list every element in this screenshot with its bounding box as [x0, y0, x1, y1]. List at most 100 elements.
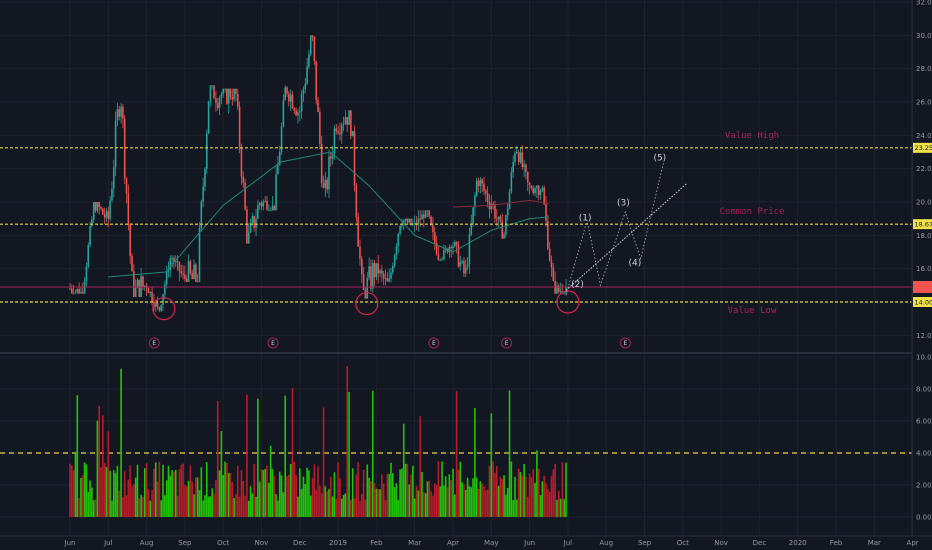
- candle-body: [289, 94, 292, 102]
- candle-body: [251, 216, 254, 224]
- volume-bar: [295, 475, 297, 517]
- volume-bar: [269, 445, 272, 517]
- candle-body: [536, 185, 538, 189]
- candle-body: [299, 111, 301, 113]
- volume-bar: [550, 475, 553, 517]
- candle-body: [481, 179, 483, 184]
- candle-body: [348, 110, 350, 125]
- candle-body: [202, 186, 204, 202]
- earnings-marker-label: E: [432, 340, 436, 347]
- volume-bars: [69, 366, 567, 517]
- time-tick-label: Oct: [217, 539, 229, 547]
- volume-bar: [495, 466, 498, 517]
- volume-bar: [477, 488, 480, 517]
- volume-bar: [315, 489, 318, 517]
- volume-bar: [536, 450, 538, 517]
- candle-body: [486, 193, 489, 202]
- bottom-circle[interactable]: [355, 292, 379, 316]
- candle-body: [187, 261, 190, 282]
- candle-body: [330, 156, 332, 159]
- volume-bar: [421, 471, 423, 517]
- candle-body: [328, 156, 330, 190]
- candle-body: [364, 290, 367, 299]
- candle-body: [448, 247, 451, 253]
- candle-body: [109, 200, 111, 219]
- candle-body: [525, 164, 527, 172]
- earnings-marker[interactable]: [428, 337, 440, 349]
- volume-bar: [176, 495, 179, 517]
- candle-body: [176, 261, 179, 263]
- volume-bar: [275, 494, 277, 517]
- candle-body: [78, 289, 80, 294]
- candle-body: [315, 60, 318, 101]
- candle-body: [428, 210, 431, 217]
- volume-bar: [361, 493, 363, 517]
- candle-body: [370, 266, 372, 289]
- volume-bar: [426, 481, 429, 517]
- volume-bar: [140, 494, 142, 517]
- volume-bar: [359, 500, 361, 517]
- volume-bar: [319, 485, 321, 517]
- volume-bar: [508, 390, 511, 517]
- volume-bar: [173, 471, 175, 517]
- candle-body: [485, 190, 487, 194]
- candle-body: [162, 294, 164, 305]
- time-axis[interactable]: Jun Jul Aug Sep Oct Nov Dec 2019 Feb Mar Apr May Jun…: [64, 539, 919, 547]
- volume-bar: [384, 500, 387, 517]
- volume-tick-label: 4.00: [916, 450, 932, 458]
- earnings-marker[interactable]: [267, 337, 279, 349]
- candle-body: [311, 35, 314, 37]
- candle-body: [198, 228, 201, 282]
- candle-body: [395, 245, 398, 256]
- volume-bar: [189, 465, 192, 517]
- volume-tick-label: 8.00: [916, 386, 932, 394]
- bottom-circles[interactable]: [152, 290, 580, 321]
- candles: [69, 35, 567, 312]
- volume-bar: [506, 487, 509, 517]
- candle-body: [331, 153, 334, 159]
- horizontal-levels[interactable]: Value High Common Price Value Low: [0, 131, 912, 316]
- bottom-circle[interactable]: [152, 297, 176, 321]
- volume-bar: [521, 475, 524, 517]
- earnings-marker[interactable]: [148, 337, 160, 349]
- volume-bar: [525, 476, 527, 517]
- candle-body: [424, 210, 427, 218]
- candle-body: [457, 245, 460, 267]
- volume-bar: [134, 477, 137, 517]
- candle-body: [426, 210, 429, 212]
- volume-axis[interactable]: 0.00 2.00 4.00 6.00 8.00 10.00: [916, 354, 932, 522]
- candle-body: [196, 281, 199, 283]
- volume-bar: [433, 483, 436, 517]
- volume-bar: [273, 475, 276, 517]
- candle-body: [322, 183, 325, 188]
- earnings-marker[interactable]: [619, 337, 631, 349]
- price-tick-label: 28.00: [916, 65, 932, 73]
- candle-body: [191, 272, 193, 280]
- volume-bar: [432, 495, 434, 517]
- candle-body: [102, 208, 104, 215]
- volume-bar: [102, 415, 104, 517]
- volume-bar: [229, 473, 232, 517]
- candle-body: [342, 123, 345, 125]
- candle-body: [530, 185, 533, 189]
- volume-bar: [278, 471, 281, 517]
- level-price-tag: [913, 219, 932, 230]
- wave-projection[interactable]: [565, 161, 687, 296]
- projection-path[interactable]: [565, 161, 665, 296]
- candle-body: [92, 202, 95, 220]
- volume-bar: [351, 468, 354, 517]
- volume-bar: [375, 488, 378, 517]
- candle-body: [178, 262, 181, 272]
- candle-body: [373, 263, 376, 278]
- volume-bar: [226, 463, 228, 517]
- candle-body: [240, 147, 243, 177]
- moving-average-2: [452, 199, 549, 208]
- earnings-marker[interactable]: [501, 337, 513, 349]
- candle-body: [264, 200, 266, 202]
- volume-bar: [446, 487, 449, 517]
- candle-body: [293, 108, 296, 111]
- bottom-circle[interactable]: [556, 290, 580, 314]
- candle-body: [215, 98, 217, 104]
